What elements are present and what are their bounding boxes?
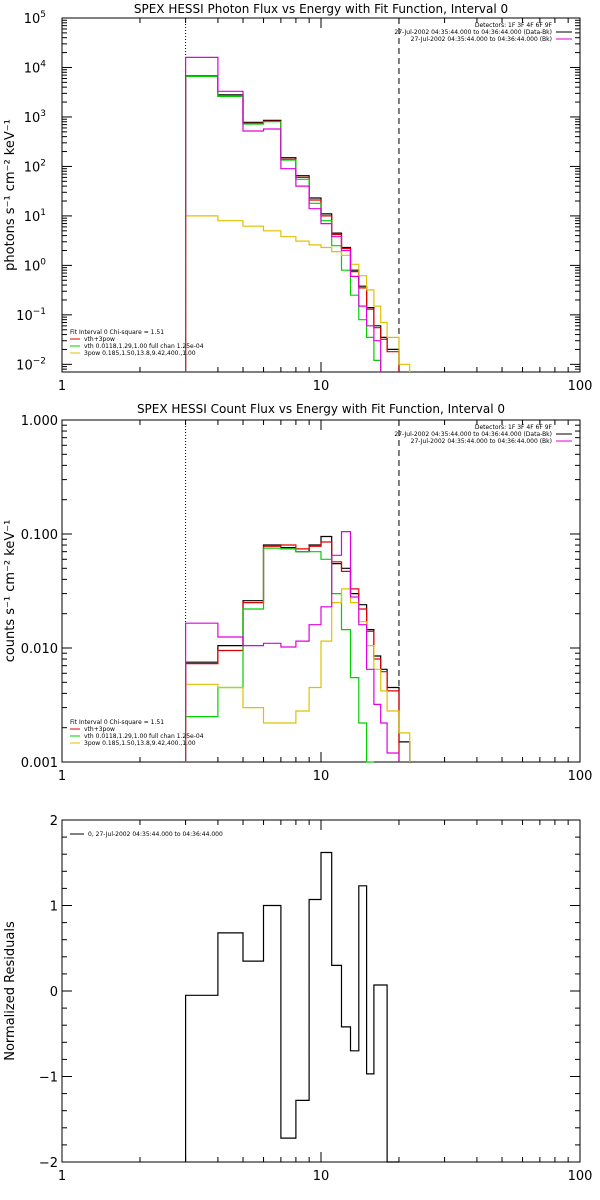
x-tick-label: 10 [313, 769, 330, 784]
fit-legend-entry: Fit Interval 0 Chi-square = 1.51 [70, 719, 164, 726]
x-tick-label: 100 [568, 379, 593, 394]
photon-flux-ylabel: photons s⁻¹ cm⁻² keV⁻¹ [3, 119, 18, 271]
y-tick-label: 1.000 [21, 414, 58, 429]
series-3pow [185, 215, 411, 372]
fit-legend-entry: vth+3pow [84, 336, 115, 343]
series-vth [185, 547, 374, 763]
y-tick-label: 103 [24, 109, 46, 126]
fit-legend-entry: 3pow 0.185,1.50,13.8,9.42,400.,1.00 [84, 740, 196, 747]
y-tick-label: 10−1 [16, 307, 46, 324]
fit-legend-entry: vth 0.0118,1.29,1.00 full chan 1.25e-04 [84, 733, 204, 740]
detector-legend-entry: Detectors: 1F 3F 4F 6F 9F [475, 22, 553, 29]
photon-flux-title: SPEX HESSI Photon Flux vs Energy with Fi… [134, 2, 508, 16]
count-flux-ylabel: counts s⁻¹ cm⁻² keV⁻¹ [3, 520, 18, 663]
series-vth-3pow [185, 541, 400, 762]
x-tick-label: 100 [568, 1169, 593, 1184]
y-tick-label: 105 [24, 10, 46, 27]
series-3pow [185, 588, 411, 762]
x-tick-label: 1 [58, 769, 66, 784]
x-tick-label: 10 [313, 1169, 330, 1184]
detector-legend-entry: Detectors: 1F 3F 4F 6F 9F [475, 424, 553, 431]
fit-legend-entry: Fit Interval 0 Chi-square = 1.51 [70, 329, 164, 336]
y-tick-label: 0 [50, 985, 58, 1000]
series-data-bk [185, 535, 411, 762]
x-tick-label: 10 [313, 379, 330, 394]
residual-legend-entry: 0, 27-Jul-2002 04:35:44.000 to 04:36:44.… [88, 831, 223, 838]
y-tick-label: 1 [50, 900, 58, 915]
fit-legend-entry: 3pow 0.185,1.50,13.8,9.42,400.,1.00 [84, 350, 196, 357]
y-tick-label: 101 [24, 208, 46, 225]
y-tick-label: 104 [24, 59, 47, 76]
x-tick-label: 1 [58, 1169, 66, 1184]
count-flux-title: SPEX HESSI Count Flux vs Energy with Fit… [137, 402, 505, 416]
y-tick-label: −2 [39, 1156, 58, 1171]
fit-legend-entry: vth+3pow [84, 726, 115, 733]
y-tick-label: 0.010 [21, 642, 58, 657]
y-tick-label: 10−2 [16, 356, 46, 373]
y-tick-label: 2 [50, 814, 58, 829]
detector-legend-entry: 27-Jul-2002 04:35:44.000 to 04:36:44.000… [394, 431, 552, 438]
count-flux-panel: SPEX HESSI Count Flux vs Energy with Fit… [3, 402, 592, 784]
y-tick-label: 102 [24, 158, 46, 175]
fit-legend-entry: vth 0.0118,1.29,1.00 full chan 1.25e-04 [84, 343, 204, 350]
detector-legend-entry: 27-Jul-2002 04:35:44.000 to 04:36:44.000… [411, 36, 552, 43]
series-vth [185, 75, 382, 372]
x-tick-label: 1 [58, 379, 66, 394]
y-tick-label: 0.001 [21, 756, 58, 771]
series-0-27-jul-2002-04-35-44-000-to-04-36-44-000 [185, 851, 399, 1163]
detector-legend-entry: 27-Jul-2002 04:35:44.000 to 04:36:44.000… [411, 438, 552, 445]
count-flux-plot-frame [61, 419, 581, 763]
series-bk [185, 531, 400, 762]
residuals-panel: Normalized Residuals 1 10 100 −2 −1 0 1 2 0, 27-… [3, 814, 592, 1184]
y-tick-label: −1 [39, 1071, 58, 1086]
x-tick-label: 100 [568, 769, 593, 784]
detector-legend-entry: 27-Jul-2002 04:35:44.000 to 04:36:44.000… [394, 29, 552, 36]
y-tick-label: 0.100 [21, 528, 58, 543]
y-tick-label: 100 [24, 257, 47, 274]
photon-flux-panel: SPEX HESSI Photon Flux vs Energy with Fi… [3, 2, 592, 394]
series-bk [185, 56, 382, 372]
residuals-ylabel: Normalized Residuals [3, 921, 18, 1061]
photon-flux-plot-frame [61, 17, 581, 373]
